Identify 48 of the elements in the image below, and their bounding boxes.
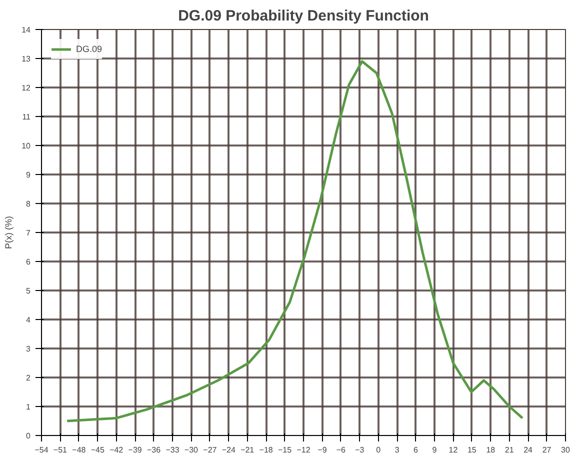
x-tick-label: −45 [90, 446, 105, 454]
x-tick-label: 3 [394, 446, 400, 454]
x-tick-label: −36 [147, 446, 162, 454]
x-tick-label: −30 [184, 446, 199, 454]
x-tick-label: 24 [524, 446, 534, 454]
x-tick-label: −21 [240, 446, 255, 454]
x-tick-label: −6 [336, 446, 346, 454]
y-tick-label: 11 [22, 112, 32, 122]
x-tick-label: −33 [166, 446, 180, 454]
x-tick-label: 6 [414, 446, 419, 454]
x-tick-label: −9 [318, 446, 328, 454]
y-tick-label: 7 [26, 228, 32, 238]
x-tick-label: −54 [34, 446, 49, 454]
x-tick-label: −3 [355, 446, 365, 454]
y-tick-label: 14 [22, 26, 32, 34]
x-tick-label: 27 [542, 446, 552, 454]
chart-title: DG.09 Probability Density Function [178, 8, 429, 24]
y-tick-label: 10 [22, 142, 32, 150]
x-tick-label: 9 [432, 446, 438, 454]
y-tick-label: 0 [26, 432, 32, 440]
x-tick-label: 15 [467, 446, 477, 454]
x-tick-label: 12 [448, 446, 458, 454]
x-tick-label: −51 [53, 446, 68, 454]
x-tick-label: −12 [296, 446, 311, 454]
y-tick-label: 1 [26, 402, 32, 412]
y-tick-label: 13 [22, 54, 32, 64]
x-tick-label: −48 [72, 446, 86, 454]
y-tick-label: 9 [26, 170, 32, 180]
y-tick-label: 12 [22, 84, 32, 92]
x-tick-label: 30 [561, 446, 570, 454]
x-tick-label: −42 [110, 446, 124, 454]
x-tick-label: 21 [504, 446, 514, 454]
y-tick-label: 5 [26, 286, 32, 296]
legend-label: DG.09 [76, 44, 102, 54]
y-tick-label: 6 [26, 258, 32, 266]
x-tick-label: 0 [376, 446, 382, 454]
y-tick-label: 3 [26, 344, 32, 354]
x-tick-label: 18 [486, 446, 496, 454]
y-tick-label: 2 [26, 374, 32, 382]
y-axis-title: P(x) (%) [4, 216, 14, 249]
y-tick-label: 4 [26, 316, 32, 324]
x-tick-label: −27 [203, 446, 218, 454]
line-series [66, 60, 524, 422]
y-tick-label: 8 [26, 200, 32, 208]
x-tick-label: −18 [259, 446, 274, 454]
x-tick-label: −39 [128, 446, 142, 454]
x-tick-label: −15 [278, 446, 292, 454]
x-tick-label: −24 [222, 446, 236, 454]
